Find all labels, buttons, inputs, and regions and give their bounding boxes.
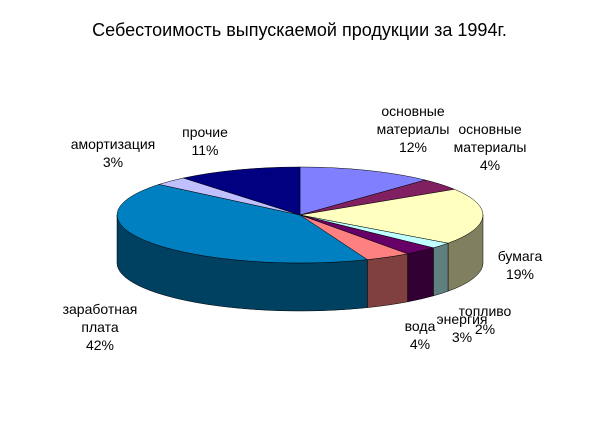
- data-label: амортизация 3%: [63, 135, 163, 171]
- category-label: топливо: [458, 303, 512, 319]
- value-label: 4%: [409, 336, 431, 352]
- value-label: 12%: [398, 139, 428, 155]
- category-label: основные материалы: [376, 103, 450, 137]
- value-label: 19%: [505, 266, 535, 282]
- data-label: бумага 19%: [470, 247, 570, 283]
- data-label: прочие 11%: [155, 123, 255, 159]
- slice: [182, 166, 301, 216]
- category-label: основные материалы: [453, 121, 527, 155]
- value-label: 3%: [102, 154, 124, 170]
- category-label: заработная плата: [62, 301, 138, 335]
- value-label: 42%: [85, 337, 115, 353]
- slice: [299, 189, 484, 244]
- category-label: прочие: [182, 124, 228, 140]
- value-label: 11%: [191, 142, 219, 158]
- category-label: вода: [404, 318, 436, 334]
- value-label: 4%: [479, 157, 501, 173]
- value-label: 2%: [474, 321, 496, 337]
- chart-title: Себестоимость выпускаемой продукции за 1…: [92, 20, 507, 40]
- slice-side: [407, 247, 434, 303]
- value-label: 3%: [451, 329, 473, 345]
- data-label: основные материалы 12%: [363, 102, 463, 156]
- slice-side: [367, 253, 408, 308]
- slice: [116, 184, 369, 264]
- data-label: основные материалы 4%: [440, 120, 540, 174]
- slice-side: [433, 242, 449, 297]
- category-label: энергия: [436, 311, 488, 327]
- slice: [299, 166, 427, 216]
- data-label: энергия 3%: [412, 310, 512, 346]
- data-label: вода 4%: [370, 317, 470, 353]
- category-label: амортизация: [70, 136, 156, 152]
- data-label: заработная плата 42%: [50, 300, 150, 354]
- category-label: бумага: [497, 248, 543, 264]
- data-label: топливо 2%: [435, 302, 535, 338]
